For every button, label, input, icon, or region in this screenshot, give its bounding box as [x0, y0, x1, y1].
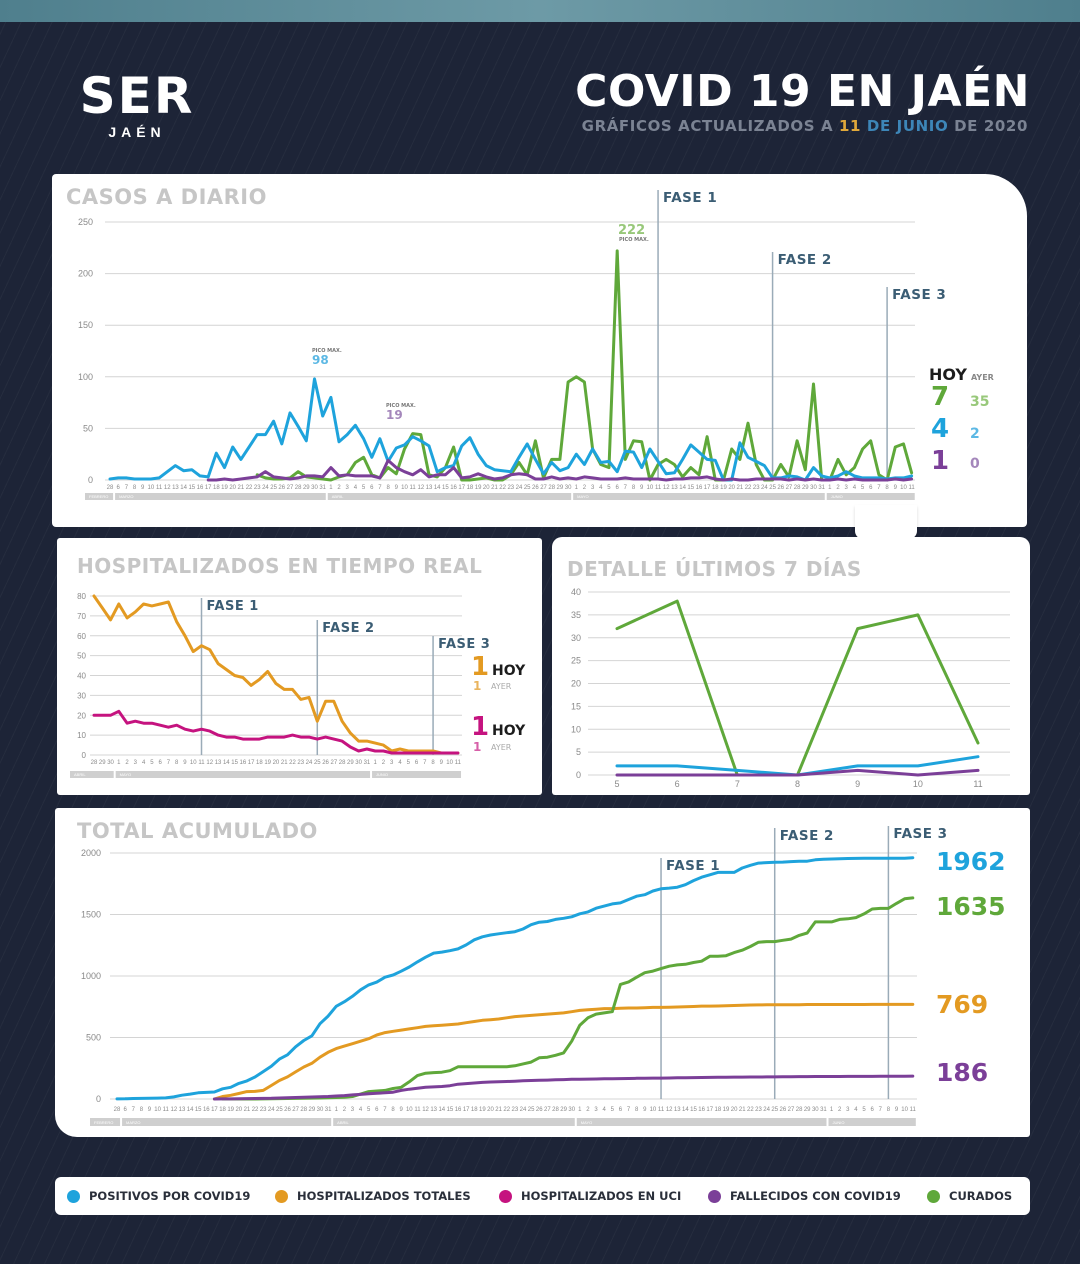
positivos-hoy: 4	[931, 414, 950, 444]
logo-city: JAÉN	[108, 124, 166, 140]
hosp-totales-ayer: 1	[473, 679, 482, 693]
hosp-uci-ayer-label: AYER	[491, 743, 512, 752]
logo-text: SER	[79, 67, 195, 125]
hosp-totales-hoy: 1	[471, 652, 490, 682]
legend-item-curados: CURADOS	[927, 1189, 1012, 1203]
legend-label: CURADOS	[949, 1189, 1013, 1203]
daily-hoy-label: HOY	[929, 365, 968, 384]
legend-item-uci: HOSPITALIZADOS EN UCI	[499, 1189, 681, 1203]
peak-label-curados: PICO MAX.	[619, 237, 649, 243]
peak-value-positivos: 98	[312, 353, 329, 367]
positivos-ayer: 2	[970, 426, 980, 442]
legend-label: POSITIVOS POR COVID19	[89, 1189, 251, 1203]
legend-item-hospitalizados: HOSPITALIZADOS TOTALES	[275, 1189, 471, 1203]
legend: POSITIVOS POR COVID19 HOSPITALIZADOS TOT…	[55, 1177, 1030, 1215]
total-curados: 1635	[936, 892, 1006, 921]
curados-ayer: 35	[970, 394, 990, 410]
legend-dot-icon	[67, 1189, 80, 1203]
subtitle-year: DE 2020	[954, 117, 1028, 135]
peak-value-curados: 222	[618, 223, 646, 238]
hosp-uci-hoy-label: HOY	[492, 723, 526, 739]
last-7-days-title: DETALLE ÚLTIMOS 7 DÍAS	[567, 557, 862, 581]
daily-cases-title: CASOS A DIARIO	[66, 185, 267, 209]
page-subtitle: GRÁFICOS ACTUALIZADOS A 11 DE JUNIO DE 2…	[582, 117, 1028, 135]
curados-hoy: 7	[931, 382, 950, 412]
daily-cases-panel	[52, 174, 1027, 527]
legend-dot-icon	[275, 1189, 288, 1203]
total-positivos: 1962	[936, 847, 1006, 876]
subtitle-prefix: GRÁFICOS ACTUALIZADOS A	[581, 117, 834, 135]
total-panel	[55, 808, 1030, 1137]
hosp-totales-ayer-label: AYER	[491, 682, 512, 691]
fallecidos-hoy: 1	[931, 446, 950, 476]
legend-dot-icon	[708, 1189, 721, 1203]
legend-label: HOSPITALIZADOS TOTALES	[297, 1189, 471, 1203]
hosp-totales-hoy-label: HOY	[492, 663, 526, 679]
legend-item-positivos: POSITIVOS POR COVID19	[67, 1189, 250, 1203]
subtitle-month: DE JUNIO	[866, 117, 949, 135]
ser-jaen-logo: SER JAÉN	[62, 70, 212, 140]
hospitalized-title: HOSPITALIZADOS EN TIEMPO REAL	[77, 554, 483, 578]
subtitle-day: 11	[839, 117, 862, 135]
legend-label: HOSPITALIZADOS EN UCI	[521, 1189, 682, 1203]
legend-item-fallecidos: FALLECIDOS CON COVID19	[708, 1189, 901, 1203]
legend-label: FALLECIDOS CON COVID19	[730, 1189, 901, 1203]
total-title: TOTAL ACUMULADO	[77, 819, 318, 843]
page-title: COVID 19 EN JAÉN	[575, 66, 1030, 117]
panel-connector-tab	[855, 505, 917, 539]
total-fallecidos: 186	[936, 1058, 989, 1087]
legend-dot-icon	[499, 1189, 512, 1203]
legend-dot-icon	[927, 1189, 940, 1203]
peak-value-fallecidos: 19	[386, 408, 403, 422]
hosp-uci-hoy: 1	[471, 712, 490, 742]
fallecidos-ayer: 0	[970, 456, 980, 472]
hosp-uci-ayer: 1	[473, 740, 482, 754]
daily-ayer-label: AYER	[971, 373, 994, 382]
total-hospitalizados: 769	[936, 990, 989, 1019]
top-strip	[0, 0, 1080, 22]
